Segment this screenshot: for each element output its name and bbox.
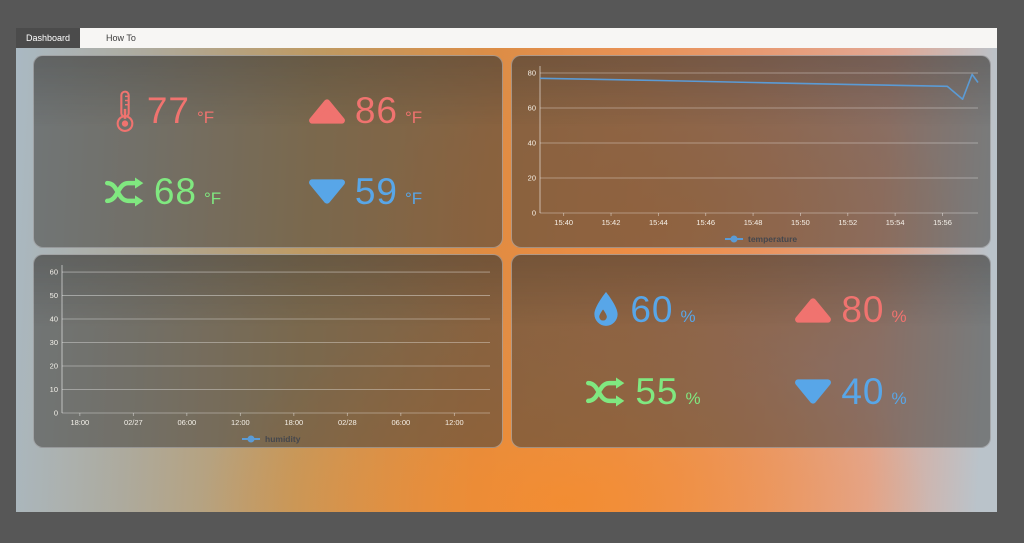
humidity-max: 80 % — [747, 269, 954, 351]
temperature-min-unit: °F — [404, 189, 423, 209]
svg-text:15:44: 15:44 — [649, 218, 668, 227]
svg-text:18:00: 18:00 — [284, 418, 303, 427]
svg-text:15:40: 15:40 — [554, 218, 573, 227]
svg-text:50: 50 — [50, 291, 58, 300]
tab-how-to-label: How To — [106, 33, 136, 43]
svg-text:06:00: 06:00 — [391, 418, 410, 427]
temperature-current-value: 77 — [146, 89, 190, 131]
temperature-current: 77 °F — [62, 70, 264, 152]
svg-text:18:00: 18:00 — [70, 418, 89, 427]
humidity-max-unit: % — [891, 307, 907, 326]
temperature-max-unit: °F — [404, 107, 423, 127]
humidity-max-value: 80 — [841, 289, 885, 330]
temperature-chart-panel: 0 20 40 60 80 15:40 15:42 15:44 15:46 15:48 15:50 1… — [511, 55, 991, 248]
temperature-values-panel: 77 °F 86 °F — [33, 55, 503, 248]
svg-text:temperature: temperature — [748, 234, 797, 244]
humidity-average-value: 55 — [635, 371, 679, 412]
svg-text:20: 20 — [50, 362, 58, 371]
svg-text:06:00: 06:00 — [177, 418, 196, 427]
app-window: Dashboard How To — [16, 28, 997, 512]
temperature-current-unit: °F — [196, 107, 215, 127]
svg-text:15:48: 15:48 — [744, 218, 763, 227]
tab-dashboard[interactable]: Dashboard — [16, 28, 80, 48]
humidity-average: 55 % — [540, 351, 747, 433]
triangle-down-icon — [308, 178, 346, 206]
svg-text:humidity: humidity — [265, 434, 301, 444]
svg-text:15:54: 15:54 — [886, 218, 905, 227]
svg-text:30: 30 — [50, 338, 58, 347]
triangle-up-icon — [794, 296, 832, 324]
temperature-max: 86 °F — [264, 70, 466, 152]
temperature-average-value: 68 — [153, 171, 197, 213]
tab-how-to[interactable]: How To — [80, 28, 162, 48]
svg-text:60: 60 — [528, 104, 536, 113]
svg-text:60: 60 — [50, 268, 58, 277]
svg-text:15:42: 15:42 — [602, 218, 621, 227]
tab-dashboard-label: Dashboard — [25, 33, 71, 43]
svg-text:0: 0 — [54, 409, 58, 418]
humidity-chart-panel: 0 10 20 30 40 50 60 18:00 02/27 06:00 12:00 18:00 02… — [33, 254, 503, 448]
shuffle-icon — [104, 177, 145, 207]
temperature-chart: 0 20 40 60 80 15:40 15:42 15:44 15:46 15:48 15:50 1… — [512, 56, 990, 247]
svg-text:40: 40 — [50, 315, 58, 324]
triangle-up-icon — [308, 97, 346, 125]
svg-text:12:00: 12:00 — [231, 418, 250, 427]
droplet-icon — [591, 291, 621, 329]
temperature-average: 68 °F — [62, 152, 264, 234]
humidity-values-grid: 60 % 80 % — [512, 255, 990, 447]
humidity-min-value: 40 — [841, 371, 885, 412]
temperature-min: 59 °F — [264, 152, 466, 234]
svg-text:12:00: 12:00 — [445, 418, 464, 427]
temperature-min-value: 59 — [354, 171, 398, 213]
humidity-current: 60 % — [540, 269, 747, 351]
svg-text:15:50: 15:50 — [791, 218, 810, 227]
dashboard-content: 77 °F 86 °F — [16, 48, 997, 512]
humidity-values-panel: 60 % 80 % — [511, 254, 991, 448]
triangle-down-icon — [794, 378, 832, 406]
svg-text:40: 40 — [528, 139, 536, 148]
svg-text:80: 80 — [528, 69, 536, 78]
temperature-values-grid: 77 °F 86 °F — [34, 56, 502, 247]
svg-text:15:56: 15:56 — [933, 218, 952, 227]
svg-text:15:52: 15:52 — [838, 218, 857, 227]
temperature-average-unit: °F — [203, 189, 222, 209]
humidity-min-unit: % — [891, 389, 907, 408]
humidity-chart: 0 10 20 30 40 50 60 18:00 02/27 06:00 12:00 18:00 02… — [34, 255, 502, 447]
svg-text:20: 20 — [528, 174, 536, 183]
svg-text:15:46: 15:46 — [696, 218, 715, 227]
svg-text:02/28: 02/28 — [338, 418, 357, 427]
temperature-max-value: 86 — [354, 89, 398, 131]
svg-text:0: 0 — [532, 209, 536, 218]
svg-text:02/27: 02/27 — [124, 418, 143, 427]
thermometer-icon — [112, 89, 138, 133]
svg-text:10: 10 — [50, 385, 58, 394]
humidity-average-unit: % — [685, 389, 701, 408]
humidity-current-value: 60 — [630, 289, 674, 330]
humidity-min: 40 % — [747, 351, 954, 433]
tab-bar: Dashboard How To — [16, 28, 997, 48]
humidity-current-unit: % — [680, 307, 696, 326]
shuffle-icon — [586, 377, 626, 407]
